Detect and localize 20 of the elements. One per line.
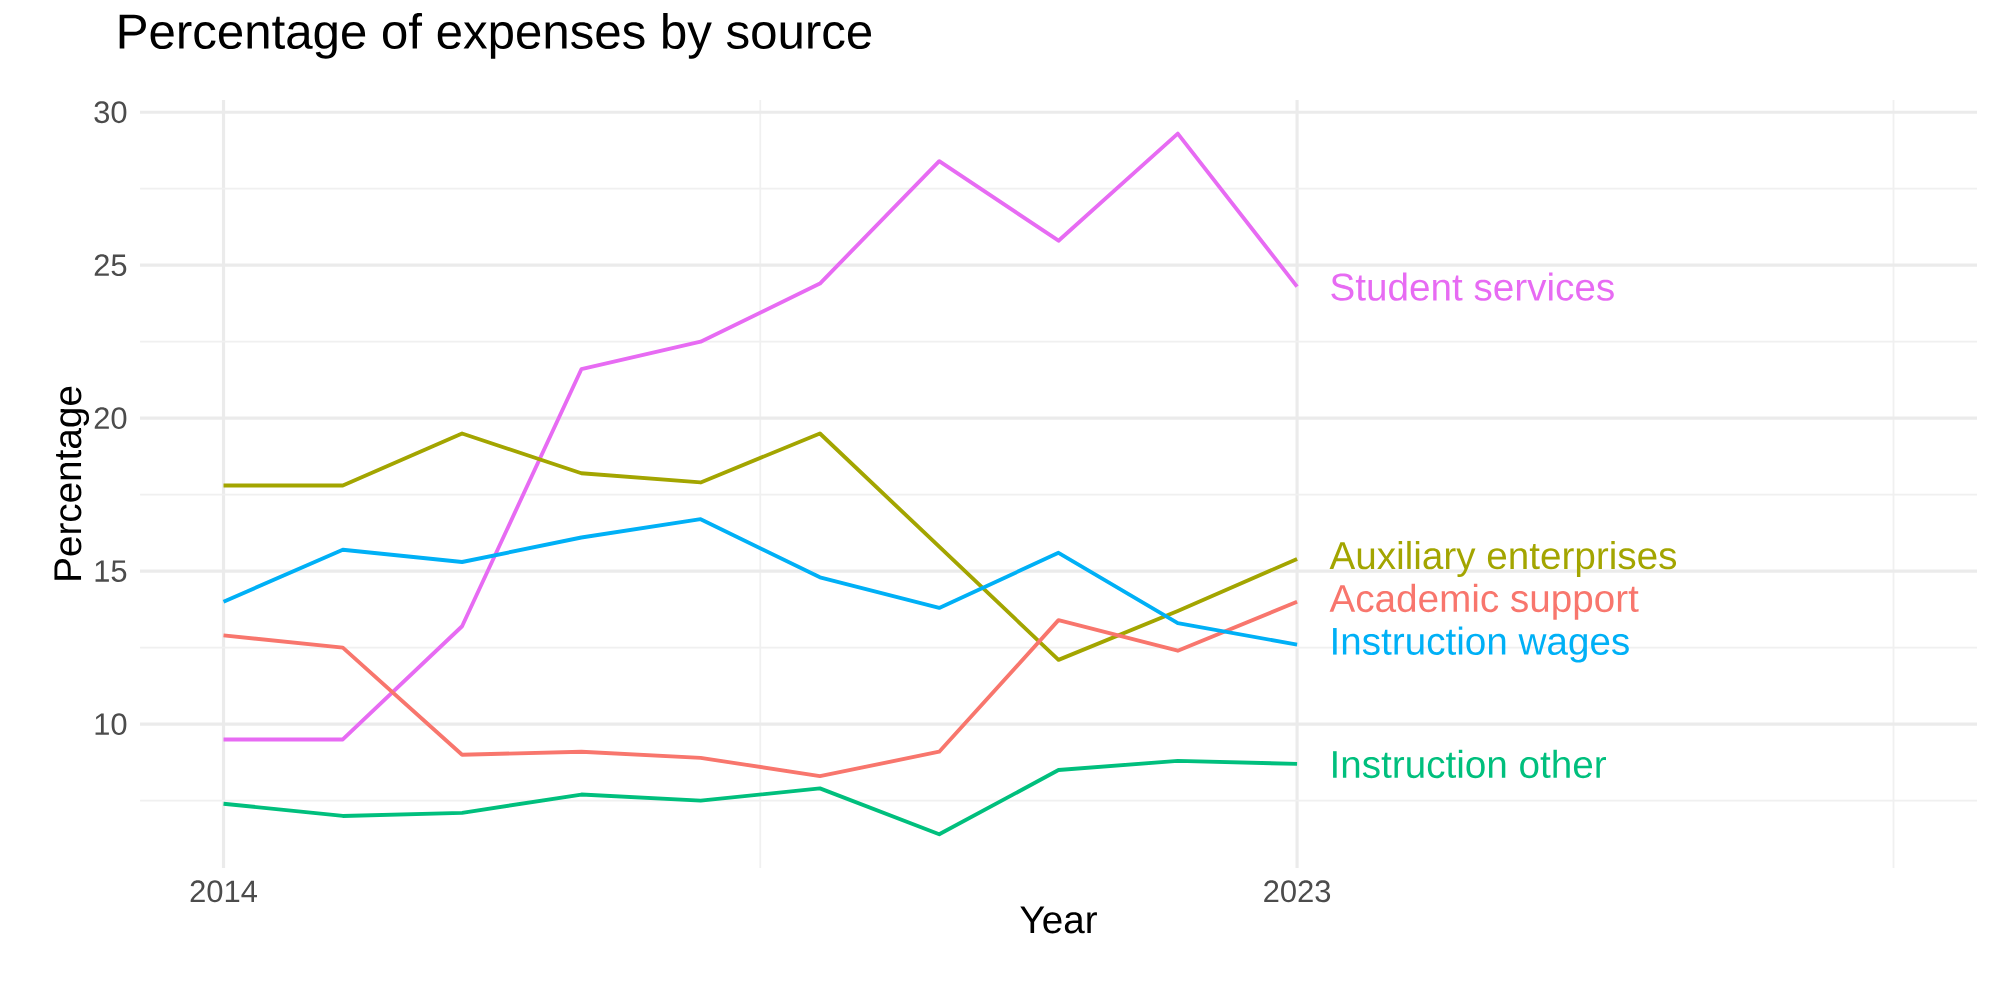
- series-label: Student services: [1331, 272, 1614, 301]
- line-series: [221, 758, 1300, 837]
- series-label: Academic support: [1329, 583, 1639, 620]
- chart-title: Percentage of expenses by source: [119, 12, 872, 59]
- x-axis-title: Year: [1020, 906, 1097, 934]
- y-tick-label: 25: [94, 254, 127, 277]
- x-tick-label: 2023: [1264, 880, 1331, 903]
- y-axis-title: Percentage: [54, 386, 90, 580]
- series-label: Auxiliary enterprises: [1329, 540, 1677, 577]
- line-series: [221, 599, 1300, 779]
- series-label: Instruction other: [1333, 749, 1607, 779]
- y-tick-label: 20: [94, 407, 127, 430]
- series-label: Instruction wages: [1333, 626, 1629, 663]
- line-series: [221, 517, 1300, 647]
- line-series: [221, 131, 1300, 742]
- y-tick-label: 15: [95, 560, 127, 582]
- line-series: [221, 431, 1300, 662]
- y-tick-label: 10: [95, 713, 127, 736]
- x-tick-label: 2014: [190, 880, 258, 903]
- y-tick-label: 30: [94, 101, 127, 124]
